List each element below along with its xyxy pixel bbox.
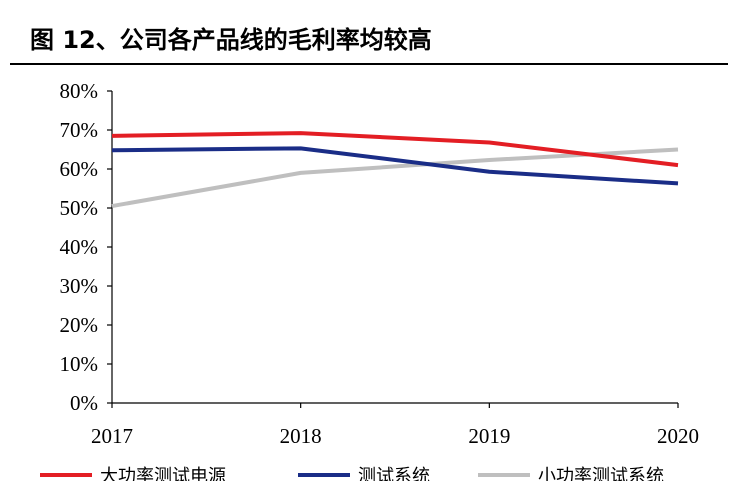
chart-title: 图 12、公司各产品线的毛利率均较高 xyxy=(30,26,432,54)
title-underline xyxy=(10,63,728,65)
y-tick-label: 70% xyxy=(60,118,99,142)
y-tick-label: 30% xyxy=(60,274,99,298)
chart-series xyxy=(111,131,679,209)
y-tick-label: 50% xyxy=(60,196,99,220)
y-tick-label: 0% xyxy=(70,391,98,415)
y-tick-label: 10% xyxy=(60,352,99,376)
legend-label: 小功率测试系统 xyxy=(538,466,664,481)
legend-label: 大功率测试电源 xyxy=(100,466,226,481)
chart-legend: 大功率测试电源 测试系统 小功率测试系统 xyxy=(40,466,664,481)
y-tick-label: 80% xyxy=(60,79,99,103)
series-line xyxy=(111,131,679,168)
x-tick-label: 2019 xyxy=(468,424,510,448)
x-tick-label: 2018 xyxy=(280,424,322,448)
y-tick-label: 40% xyxy=(60,235,99,259)
series-line xyxy=(111,146,679,186)
y-tick-label: 20% xyxy=(60,313,99,337)
y-tick-label: 60% xyxy=(60,157,99,181)
x-tick-label: 2017 xyxy=(91,424,133,448)
legend-label: 测试系统 xyxy=(358,466,430,481)
x-tick-label: 2020 xyxy=(657,424,699,448)
chart-axes: 0% 10% 20% 30% 40% 50% 60% 70% 80% 2017 2018 2019 20… xyxy=(60,79,700,448)
